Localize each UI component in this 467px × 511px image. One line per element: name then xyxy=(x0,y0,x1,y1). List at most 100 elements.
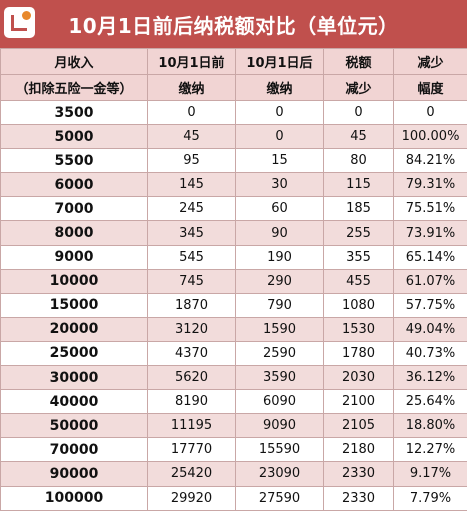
income-cell: 8000 xyxy=(1,221,148,245)
header-before-line2: 缴纳 xyxy=(148,75,236,101)
before-tax-cell: 11195 xyxy=(148,414,236,438)
header-row-1: 月收入 10月1日前 10月1日后 税额 减少 xyxy=(1,49,467,75)
ratio-cell: 18.80% xyxy=(394,414,467,438)
income-cell: 5500 xyxy=(1,149,148,173)
before-tax-cell: 145 xyxy=(148,173,236,197)
after-tax-cell: 290 xyxy=(236,269,324,293)
before-tax-cell: 3120 xyxy=(148,317,236,341)
header-income-line2: （扣除五险一金等） xyxy=(1,75,148,101)
header-row-2: （扣除五险一金等） 缴纳 缴纳 减少 幅度 xyxy=(1,75,467,101)
reduction-cell: 255 xyxy=(324,221,394,245)
ratio-cell: 49.04% xyxy=(394,317,467,341)
after-tax-cell: 15 xyxy=(236,149,324,173)
income-cell: 20000 xyxy=(1,317,148,341)
title-bar: 10月1日前后纳税额对比（单位元） xyxy=(0,0,467,48)
before-tax-cell: 745 xyxy=(148,269,236,293)
income-cell: 70000 xyxy=(1,438,148,462)
income-cell: 30000 xyxy=(1,366,148,390)
ratio-cell: 9.17% xyxy=(394,462,467,486)
after-tax-cell: 30 xyxy=(236,173,324,197)
reduction-cell: 45 xyxy=(324,125,394,149)
reduction-cell: 2180 xyxy=(324,438,394,462)
income-cell: 40000 xyxy=(1,390,148,414)
after-tax-cell: 1590 xyxy=(236,317,324,341)
reduction-cell: 2330 xyxy=(324,486,394,510)
before-tax-cell: 29920 xyxy=(148,486,236,510)
income-cell: 6000 xyxy=(1,173,148,197)
income-cell: 90000 xyxy=(1,462,148,486)
reduction-cell: 455 xyxy=(324,269,394,293)
before-tax-cell: 545 xyxy=(148,245,236,269)
reduction-cell: 2330 xyxy=(324,462,394,486)
income-cell: 25000 xyxy=(1,341,148,365)
after-tax-cell: 2590 xyxy=(236,341,324,365)
reduction-cell: 2100 xyxy=(324,390,394,414)
before-tax-cell: 17770 xyxy=(148,438,236,462)
ratio-cell: 25.64% xyxy=(394,390,467,414)
ratio-cell: 100.00% xyxy=(394,125,467,149)
before-tax-cell: 245 xyxy=(148,197,236,221)
logo-dot-shape xyxy=(22,11,31,20)
reduction-cell: 0 xyxy=(324,101,394,125)
page-title: 10月1日前后纳税额对比（单位元） xyxy=(68,10,398,39)
before-tax-cell: 0 xyxy=(148,101,236,125)
income-cell: 5000 xyxy=(1,125,148,149)
ratio-cell: 40.73% xyxy=(394,341,467,365)
reduction-cell: 1780 xyxy=(324,341,394,365)
after-tax-cell: 190 xyxy=(236,245,324,269)
ratio-cell: 75.51% xyxy=(394,197,467,221)
income-cell: 10000 xyxy=(1,269,148,293)
income-cell: 3500 xyxy=(1,101,148,125)
after-tax-cell: 0 xyxy=(236,101,324,125)
table-header: 月收入 10月1日前 10月1日后 税额 减少 （扣除五险一金等） 缴纳 缴纳 … xyxy=(1,49,467,101)
before-tax-cell: 8190 xyxy=(148,390,236,414)
header-ratio-line2: 幅度 xyxy=(394,75,467,101)
ratio-cell: 65.14% xyxy=(394,245,467,269)
after-tax-cell: 90 xyxy=(236,221,324,245)
after-tax-cell: 9090 xyxy=(236,414,324,438)
header-income-line1: 月收入 xyxy=(1,49,148,75)
after-tax-cell: 3590 xyxy=(236,366,324,390)
income-cell: 9000 xyxy=(1,245,148,269)
income-cell: 15000 xyxy=(1,293,148,317)
ratio-cell: 0 xyxy=(394,101,467,125)
income-cell: 7000 xyxy=(1,197,148,221)
header-ratio-line1: 减少 xyxy=(394,49,467,75)
ratio-cell: 84.21% xyxy=(394,149,467,173)
reduction-cell: 2105 xyxy=(324,414,394,438)
ratio-cell: 12.27% xyxy=(394,438,467,462)
after-tax-cell: 6090 xyxy=(236,390,324,414)
income-cell: 100000 xyxy=(1,486,148,510)
ratio-cell: 57.75% xyxy=(394,293,467,317)
ratio-cell: 73.91% xyxy=(394,221,467,245)
after-tax-cell: 23090 xyxy=(236,462,324,486)
before-tax-cell: 45 xyxy=(148,125,236,149)
header-before-line1: 10月1日前 xyxy=(148,49,236,75)
after-tax-cell: 27590 xyxy=(236,486,324,510)
header-reduction-line1: 税额 xyxy=(324,49,394,75)
reduction-cell: 355 xyxy=(324,245,394,269)
logo-icon xyxy=(4,7,35,38)
reduction-cell: 2030 xyxy=(324,366,394,390)
ratio-cell: 7.79% xyxy=(394,486,467,510)
before-tax-cell: 4370 xyxy=(148,341,236,365)
